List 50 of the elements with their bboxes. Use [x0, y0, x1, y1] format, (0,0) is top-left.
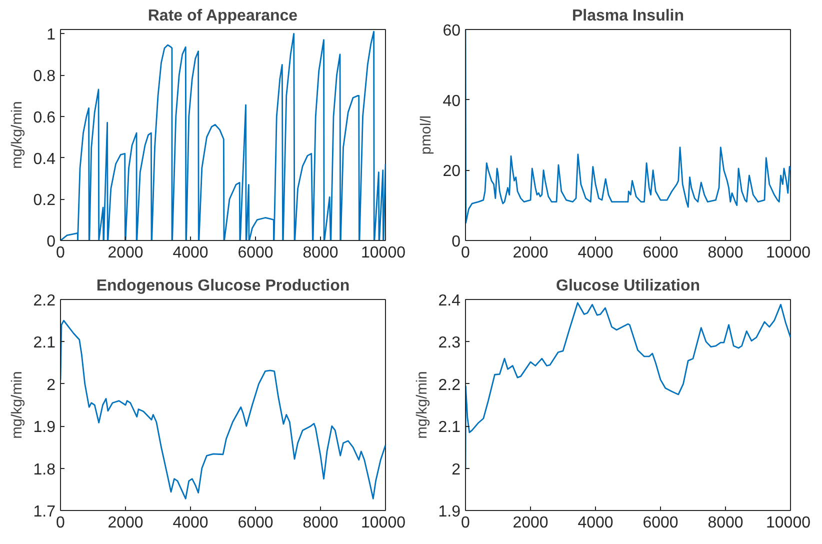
x-tick-label: 8000	[302, 514, 338, 532]
y-tick-label: 2.1	[33, 334, 56, 352]
y-tick-label: 20	[442, 163, 461, 180]
y-tick-label: 2.3	[438, 334, 461, 352]
y-tick-label: 2.2	[33, 292, 56, 310]
y-tick-label: 1.8	[33, 461, 56, 478]
y-tick-label: 0	[452, 234, 461, 250]
y-axis-title: mg/kg/min	[9, 371, 26, 439]
x-tick-label: 2000	[512, 244, 548, 262]
y-tick-label: 1.7	[33, 504, 56, 520]
y-tick-label: 0	[46, 234, 56, 250]
y-tick-label: 2	[46, 376, 56, 394]
chart-title: Glucose Utilization	[556, 278, 700, 294]
y-tick-label: 0.8	[33, 68, 56, 86]
x-tick-label: 4000	[172, 244, 208, 262]
x-tick-label: 8000	[708, 244, 744, 262]
x-tick-label: 6000	[238, 514, 274, 532]
x-tick-label: 10000	[361, 514, 406, 532]
y-axis-title: mg/kg/min	[9, 101, 26, 169]
chart-title: Plasma Insulin	[572, 8, 684, 24]
y-tick-label: 1.9	[33, 419, 56, 436]
y-tick-label: 2.1	[438, 419, 461, 436]
x-tick-label: 6000	[642, 514, 678, 532]
x-tick-label: 10000	[361, 244, 406, 262]
y-tick-label: 2.2	[438, 376, 461, 394]
y-tick-label: 0.6	[33, 109, 56, 126]
y-tick-label: 60	[442, 22, 461, 40]
y-tick-label: 0.4	[33, 150, 56, 168]
x-tick-label: 10000	[766, 244, 811, 262]
y-tick-label: 0.2	[33, 192, 56, 210]
x-tick-label: 2000	[108, 244, 144, 262]
y-tick-label: 40	[442, 92, 461, 110]
y-tick-label: 2	[452, 461, 461, 478]
y-axis-title: mg/kg/min	[414, 371, 430, 439]
y-tick-label: 1.9	[438, 504, 461, 520]
x-tick-label: 4000	[578, 244, 614, 262]
x-tick-label: 2000	[512, 514, 548, 532]
chart-title: Endogenous Glucose Production	[96, 278, 350, 294]
x-tick-label: 8000	[708, 514, 744, 532]
x-tick-label: 4000	[172, 514, 208, 532]
y-tick-label: 1	[46, 26, 56, 44]
x-tick-label: 8000	[302, 244, 338, 262]
x-tick-label: 6000	[642, 244, 678, 262]
x-tick-label: 4000	[578, 514, 614, 532]
chart-title: Rate of Appearance	[148, 8, 298, 24]
x-tick-label: 2000	[108, 514, 144, 532]
x-tick-label: 10000	[766, 514, 811, 532]
y-axis-title: pmol/l	[418, 115, 435, 155]
x-tick-label: 6000	[238, 244, 274, 262]
y-tick-label: 2.4	[438, 292, 461, 310]
